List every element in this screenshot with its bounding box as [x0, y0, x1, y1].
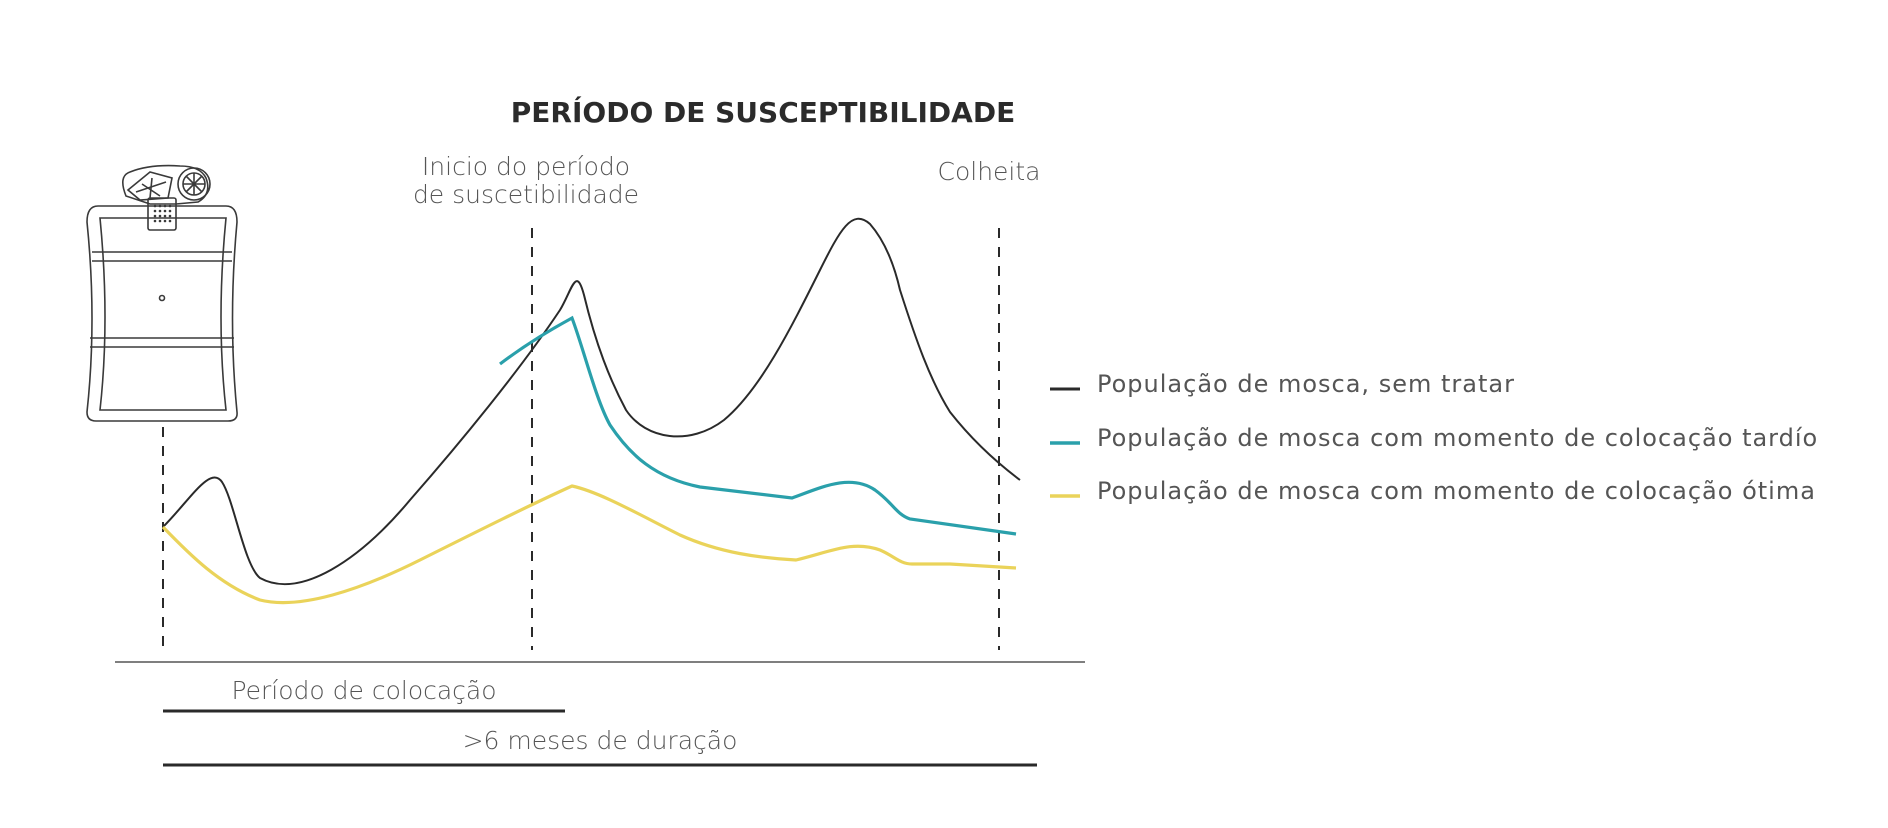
curve-late-placement [499, 315, 1017, 536]
curve-optimal-placement [161, 484, 1017, 605]
pheromone-dispenser-icon [86, 164, 238, 422]
curve-untreated [162, 217, 1021, 586]
legend-label-untreated: População de mosca, sem tratar [1097, 370, 1515, 398]
harvest-label: Colheita [938, 157, 1041, 186]
start-label-line2: de suscetibilidade [413, 180, 639, 209]
legend-label-late-placement: População de mosca com momento de coloca… [1097, 424, 1818, 452]
diagram-title: PERÍODO DE SUSCEPTIBILIDADE [511, 95, 1015, 129]
duration-label: >6 meses de duração [463, 726, 738, 755]
start-label-line1: Inicio do período [422, 152, 630, 181]
legend-label-optimal-placement: População de mosca com momento de coloca… [1097, 477, 1816, 505]
legend: População de mosca, sem tratar População… [1050, 370, 1818, 505]
placement-period-label: Período de colocação [231, 676, 496, 705]
